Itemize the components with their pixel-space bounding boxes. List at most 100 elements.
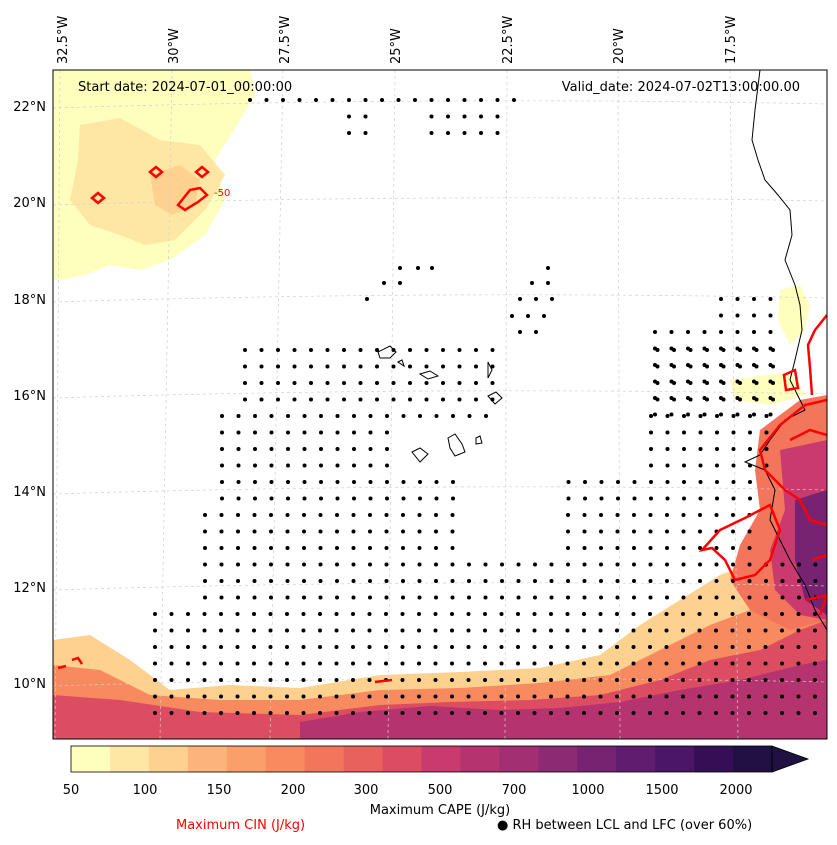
rh-dot	[500, 579, 504, 583]
rh-dot	[721, 397, 726, 402]
rh-dot	[698, 430, 703, 435]
rh-dot	[220, 480, 224, 484]
rh-dot	[424, 348, 429, 352]
rh-dot	[285, 529, 290, 534]
rh-dot	[384, 562, 389, 567]
rh-dot	[697, 678, 702, 682]
rh-dot	[318, 694, 322, 699]
rh-dot	[516, 595, 521, 600]
rh-dot	[417, 645, 421, 649]
rh-dot	[780, 612, 784, 616]
rh-dot	[203, 595, 207, 600]
rh-dot	[325, 381, 330, 385]
rh-dot	[648, 711, 652, 715]
rh-dot	[686, 330, 690, 334]
rh-dot	[401, 496, 406, 501]
rh-dot	[269, 430, 274, 435]
rh-dot	[408, 364, 412, 369]
rh-dot	[632, 562, 636, 567]
rh-dot	[768, 313, 773, 318]
rh-dot	[186, 678, 190, 682]
rh-dot	[754, 364, 759, 369]
rh-dot	[615, 645, 619, 649]
colorbar-tick: 1000	[571, 783, 604, 798]
rh-dot	[466, 612, 471, 616]
colorbar-tick: 1500	[645, 783, 678, 798]
rh-dot	[430, 266, 434, 270]
rh-dot	[384, 628, 388, 633]
rh-dot	[384, 579, 389, 583]
rh-dot	[285, 661, 289, 666]
rh-dot	[417, 579, 422, 583]
rh-dot	[219, 661, 223, 666]
rh-dot	[648, 529, 653, 534]
rh-dot	[681, 513, 686, 517]
rh-dot	[615, 579, 620, 583]
rh-dot	[466, 628, 471, 633]
colorbar-segment	[148, 746, 189, 772]
lon-label: 25°W	[389, 28, 404, 64]
rh-dot	[368, 496, 373, 501]
rh-dot	[450, 711, 454, 715]
colorbar-extend-arrow	[771, 745, 810, 773]
rh-dot	[719, 297, 723, 301]
rh-dot	[434, 546, 438, 550]
rh-dot	[319, 447, 323, 451]
rh-dot	[400, 645, 405, 649]
rh-dot	[500, 595, 504, 600]
colorbar-segment	[226, 746, 267, 772]
rh-dot	[269, 595, 273, 600]
rh-dot	[702, 330, 707, 334]
rh-dot	[534, 297, 538, 301]
rh-dot	[532, 694, 537, 699]
rh-dot	[365, 297, 369, 301]
rh-dot	[169, 612, 174, 616]
rh-dot	[664, 661, 669, 666]
rh-dot	[285, 595, 290, 600]
rh-dot	[664, 628, 669, 633]
rh-dot	[450, 694, 454, 699]
rh-dot	[358, 381, 363, 385]
rh-dot	[735, 313, 740, 318]
rh-dot	[235, 661, 240, 666]
colorbar-tick: 700	[502, 783, 527, 798]
rh-dot	[735, 330, 740, 334]
rh-dot	[418, 496, 422, 501]
rh-dot	[352, 496, 356, 501]
rh-dot	[301, 678, 306, 682]
rh-dot	[632, 529, 636, 534]
rh-dot	[330, 98, 335, 102]
rh-dot	[754, 348, 759, 352]
rh-dot	[347, 98, 351, 102]
rh-dot	[582, 546, 587, 550]
rh-dot	[335, 447, 340, 451]
rh-dot	[319, 414, 323, 418]
rh-dot	[319, 496, 323, 501]
lat-label: 10°N	[13, 677, 46, 692]
rh-dot	[748, 430, 752, 435]
rh-dot	[302, 414, 307, 418]
rh-dot	[446, 131, 450, 135]
rh-dot	[451, 480, 455, 484]
rh-dot	[632, 579, 636, 583]
rh-dot	[688, 397, 693, 402]
rh-dot	[434, 579, 438, 583]
rh-dot	[153, 694, 157, 699]
rh-dot	[269, 463, 274, 468]
rh-dot	[385, 463, 389, 468]
colorbar-segment	[343, 746, 384, 772]
rh-dot	[752, 412, 756, 417]
rh-dot	[546, 266, 550, 270]
rh-dot	[235, 645, 240, 649]
rh-dot	[319, 430, 323, 435]
rh-dot	[268, 711, 273, 715]
rh-dot	[301, 628, 306, 633]
colorbar-tick: 500	[428, 783, 453, 798]
rh-dot	[252, 513, 257, 517]
rh-dot	[649, 447, 653, 451]
rh-dot	[598, 612, 603, 616]
rh-dot	[285, 711, 289, 715]
rh-dot	[434, 513, 438, 517]
rh-dot	[499, 645, 504, 649]
rh-dot	[648, 678, 652, 682]
